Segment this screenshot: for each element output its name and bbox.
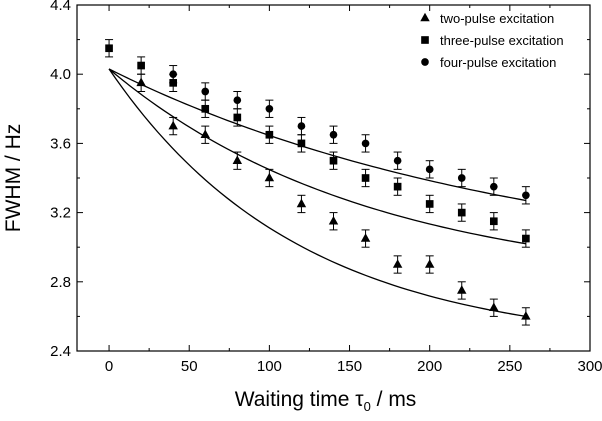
- legend-label-circle: four-pulse excitation: [440, 55, 556, 70]
- y-tick-label: 3.6: [50, 135, 71, 152]
- data-point-square: [137, 61, 145, 70]
- y-tick-label: 3.2: [50, 205, 71, 222]
- x-tick-label: 150: [337, 358, 362, 375]
- x-axis-title-main: Waiting time: [235, 388, 356, 411]
- axes: 0 50 100 150 200 250 300 2.4 2.8 3.2 3.6 4.0 4.4: [50, 0, 602, 375]
- data-point-circle: [297, 122, 306, 130]
- x-tick-label: 50: [181, 358, 198, 375]
- data-point-triangle: [296, 198, 307, 208]
- x-tick-label: 200: [417, 358, 442, 375]
- y-tick-label: 4.4: [50, 0, 71, 14]
- data-point-square: [522, 234, 530, 243]
- data-point-square: [201, 104, 210, 113]
- error-bars: [105, 39, 530, 326]
- data-point-triangle: [136, 77, 146, 87]
- data-point-circle: [201, 87, 210, 96]
- x-axis-title-unit: / ms: [371, 388, 417, 411]
- x-axis-title-symbol: τ: [355, 388, 364, 411]
- x-axis-title-subscript: 0: [364, 399, 371, 414]
- y-tick-label: 2.8: [50, 274, 71, 291]
- data-point-square: [265, 130, 274, 139]
- x-axis-title: Waiting time τ0 / ms: [235, 388, 417, 414]
- data-point-circle: [457, 174, 466, 182]
- data-point-triangle: [168, 120, 178, 130]
- data-point-triangle: [360, 233, 371, 242]
- data-point-triangle: [232, 155, 243, 164]
- data-point-triangle: [264, 172, 275, 182]
- data-point-square: [105, 44, 113, 53]
- legend-marker-triangle: [420, 12, 430, 22]
- data-point-square: [425, 200, 434, 208]
- data-point-square: [361, 174, 370, 182]
- data-point-circle: [425, 165, 434, 174]
- data-point-square: [393, 182, 402, 191]
- data-markers: [105, 44, 531, 320]
- data-point-square: [233, 113, 242, 122]
- x-tick-label: 0: [105, 358, 113, 375]
- data-point-circle: [489, 182, 498, 191]
- data-point-circle: [329, 130, 338, 139]
- data-point-circle: [393, 156, 402, 165]
- data-point-circle: [361, 139, 370, 148]
- data-point-triangle: [392, 259, 403, 268]
- legend-label-triangle: two-pulse excitation: [440, 11, 554, 26]
- data-point-triangle: [457, 285, 467, 294]
- x-tick-label: 100: [257, 358, 282, 375]
- data-point-square: [457, 208, 466, 217]
- legend-label-square: three-pulse excitation: [440, 33, 564, 48]
- fit-curve-circle: [108, 68, 526, 202]
- data-point-triangle: [489, 302, 499, 311]
- x-tick-label: 250: [497, 358, 522, 375]
- data-point-square: [169, 79, 178, 87]
- data-point-circle: [265, 104, 274, 113]
- data-point-triangle: [424, 259, 435, 268]
- y-axis-title: FWHM / Hz: [2, 124, 25, 232]
- data-point-circle: [233, 96, 242, 104]
- data-point-triangle: [521, 311, 531, 320]
- legend-marker-square: [421, 36, 429, 44]
- fit-curve-triangle: [108, 68, 526, 318]
- data-point-square: [297, 139, 306, 148]
- data-point-square: [329, 156, 338, 165]
- data-point-circle: [522, 191, 530, 200]
- data-point-circle: [169, 70, 178, 79]
- data-point-triangle: [328, 215, 339, 225]
- legend-marker-circle: [421, 58, 429, 66]
- y-tick-label: 2.4: [50, 343, 71, 360]
- data-point-square: [489, 217, 498, 226]
- data-point-triangle: [200, 129, 210, 138]
- legend: two-pulse excitation three-pulse excitati…: [420, 11, 564, 70]
- fit-curves: [108, 68, 526, 318]
- x-tick-label: 300: [577, 358, 602, 375]
- fit-curve-square: [108, 68, 526, 245]
- y-tick-label: 4.0: [50, 66, 71, 83]
